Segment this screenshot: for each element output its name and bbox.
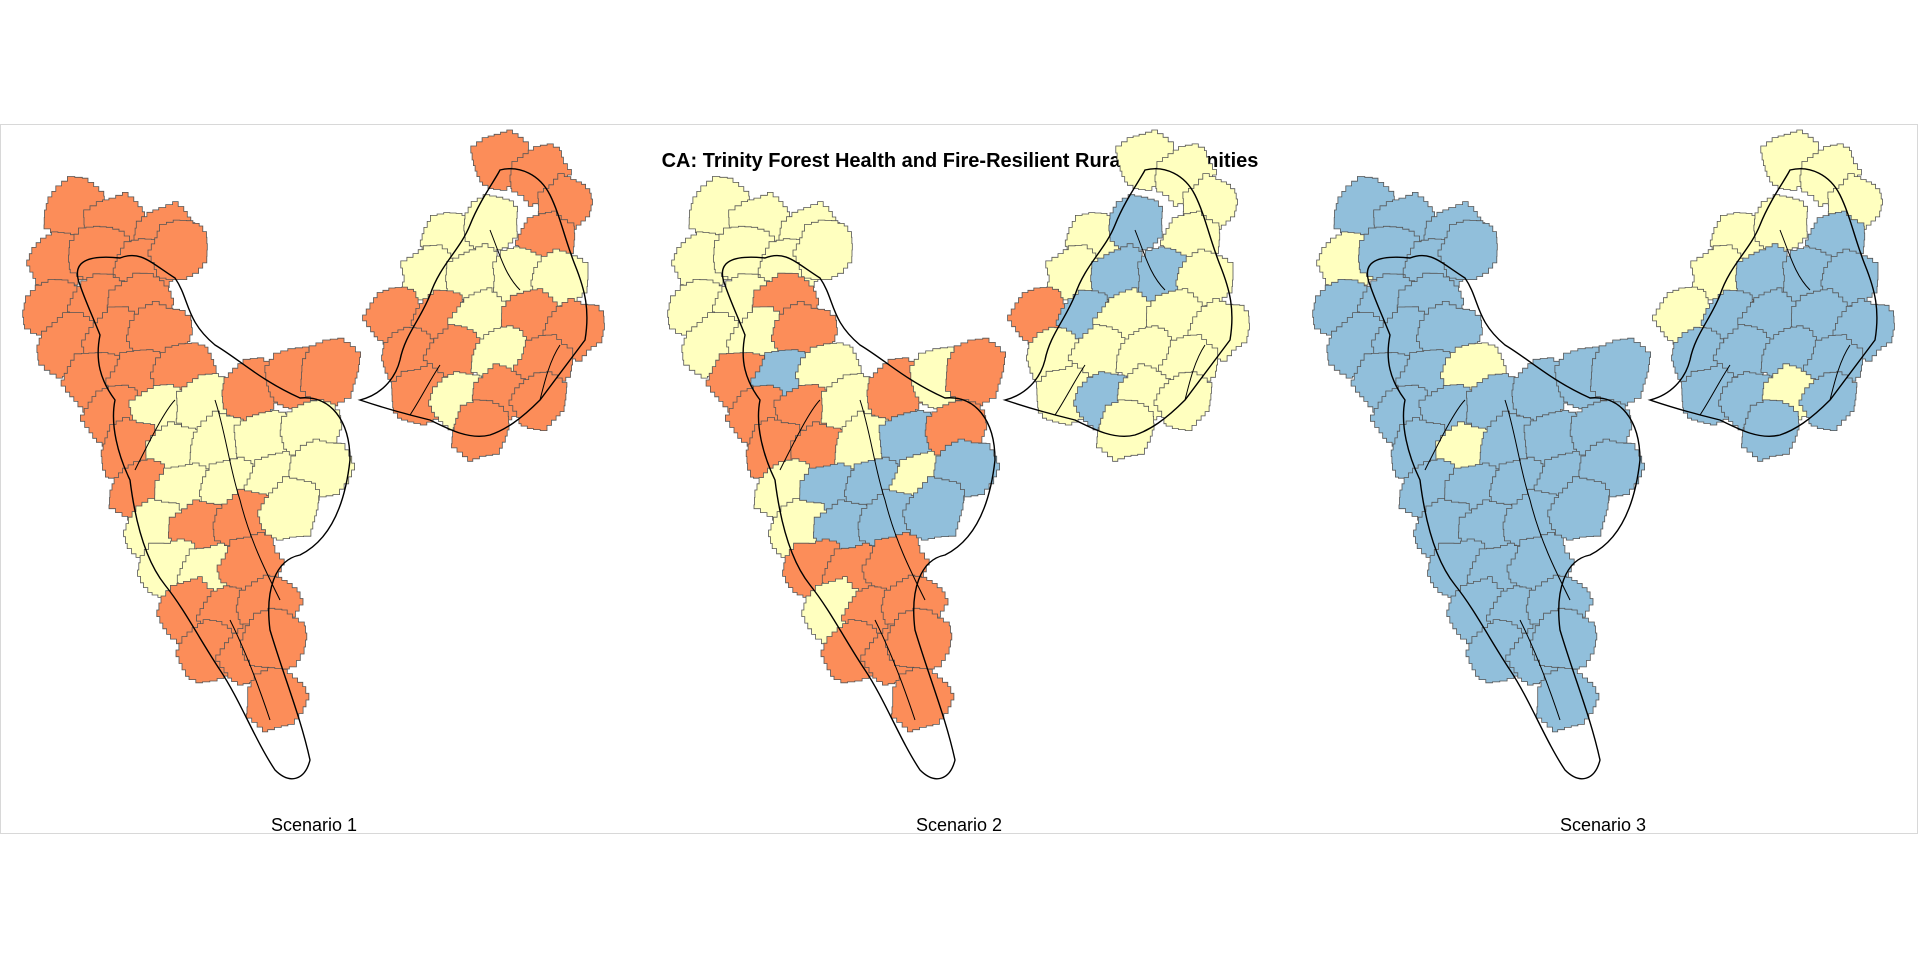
map-panel-scenario-3 <box>1312 129 1895 780</box>
east-boundary-outline <box>1699 229 1851 416</box>
east-region <box>362 129 605 462</box>
hex-cell <box>257 476 320 541</box>
west-boundary-outline <box>1366 254 1641 780</box>
hex-cell <box>1437 219 1498 280</box>
hex-cell <box>792 219 853 280</box>
west-boundary-outline <box>721 254 996 780</box>
east-boundary-outline <box>409 229 561 416</box>
west-boundary-outline <box>779 399 926 721</box>
hex-cell <box>463 194 518 253</box>
hex-cell <box>300 337 361 407</box>
east-boundary-outline <box>1647 168 1878 437</box>
hex-cell <box>1590 337 1651 407</box>
hex-cell <box>245 667 310 733</box>
west-region <box>22 176 361 733</box>
hex-cell <box>1108 194 1163 253</box>
figure-frame <box>0 124 1918 834</box>
caption-scenario-3: Scenario 3 <box>1559 815 1647 835</box>
east-boundary-outline <box>357 168 588 437</box>
west-boundary-outline <box>76 254 351 780</box>
west-boundary-outline <box>134 399 281 721</box>
map-title: CA: Trinity Forest Health and Fire-Resil… <box>661 150 1259 172</box>
hex-cell <box>1753 194 1808 253</box>
east-boundary-outline <box>1054 229 1206 416</box>
west-region <box>1312 176 1651 733</box>
caption-scenario-2: Scenario 2 <box>915 815 1003 835</box>
map-panel-scenario-2 <box>667 129 1250 780</box>
hex-cell <box>945 337 1006 407</box>
west-boundary-outline <box>1424 399 1571 721</box>
map-panel-scenario-1 <box>22 129 605 780</box>
caption-scenario-1: Scenario 1 <box>270 815 358 835</box>
hex-cell <box>1535 667 1600 733</box>
hex-cell <box>902 476 965 541</box>
east-boundary-outline <box>1002 168 1233 437</box>
hex-cell <box>890 667 955 733</box>
west-region <box>667 176 1006 733</box>
hex-cell <box>147 219 208 280</box>
hex-cell <box>1547 476 1610 541</box>
east-region <box>1007 129 1250 462</box>
